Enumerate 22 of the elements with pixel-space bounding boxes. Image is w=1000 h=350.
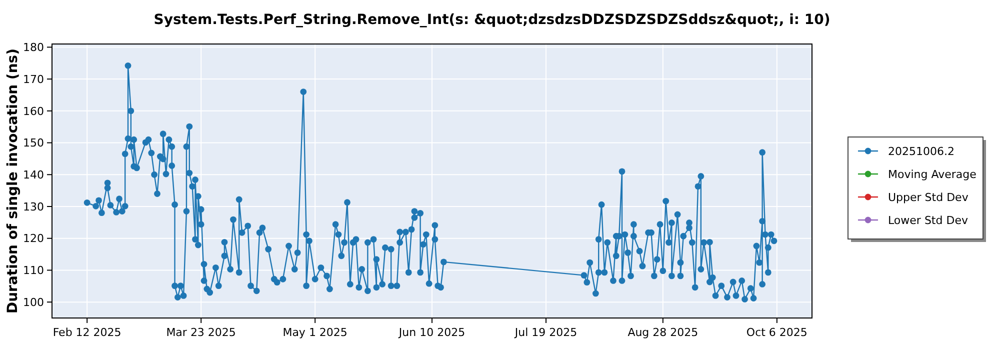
legend-label: Upper Std Dev bbox=[888, 190, 969, 204]
y-tick-label: 120 bbox=[23, 232, 44, 246]
x-tick-label: Oct 6 2025 bbox=[746, 326, 808, 339]
y-tick-label: 150 bbox=[23, 136, 44, 150]
x-tick-label: Jun 10 2025 bbox=[398, 326, 466, 339]
y-tick-label: 180 bbox=[23, 41, 44, 54]
legend-label: Moving Average bbox=[888, 168, 977, 181]
legend-label: 20251006.2 bbox=[888, 144, 954, 158]
legend-label: Lower Std Dev bbox=[888, 214, 968, 227]
y-tick-label: 140 bbox=[23, 168, 44, 182]
x-tick-label: May 1 2025 bbox=[282, 326, 348, 339]
x-tick-label: Feb 12 2025 bbox=[52, 326, 122, 339]
y-tick-label: 130 bbox=[23, 200, 44, 214]
y-tick-label: 160 bbox=[23, 104, 44, 118]
chart-title: System.Tests.Perf_String.Remove_Int(s: &quot;dzsdzsDDZSDZSDZSddsz&quot;, i: 10) bbox=[154, 12, 830, 28]
y-tick-label: 110 bbox=[23, 264, 44, 278]
y-tick-label: 100 bbox=[23, 296, 44, 309]
x-tick-label: Aug 28 2025 bbox=[628, 326, 698, 339]
y-tick-label: 170 bbox=[23, 72, 44, 86]
y-axis-title: Duration of single invocation (ns) bbox=[5, 48, 21, 314]
x-tick-label: Mar 23 2025 bbox=[166, 326, 236, 339]
x-tick-label: Jul 19 2025 bbox=[514, 326, 578, 339]
